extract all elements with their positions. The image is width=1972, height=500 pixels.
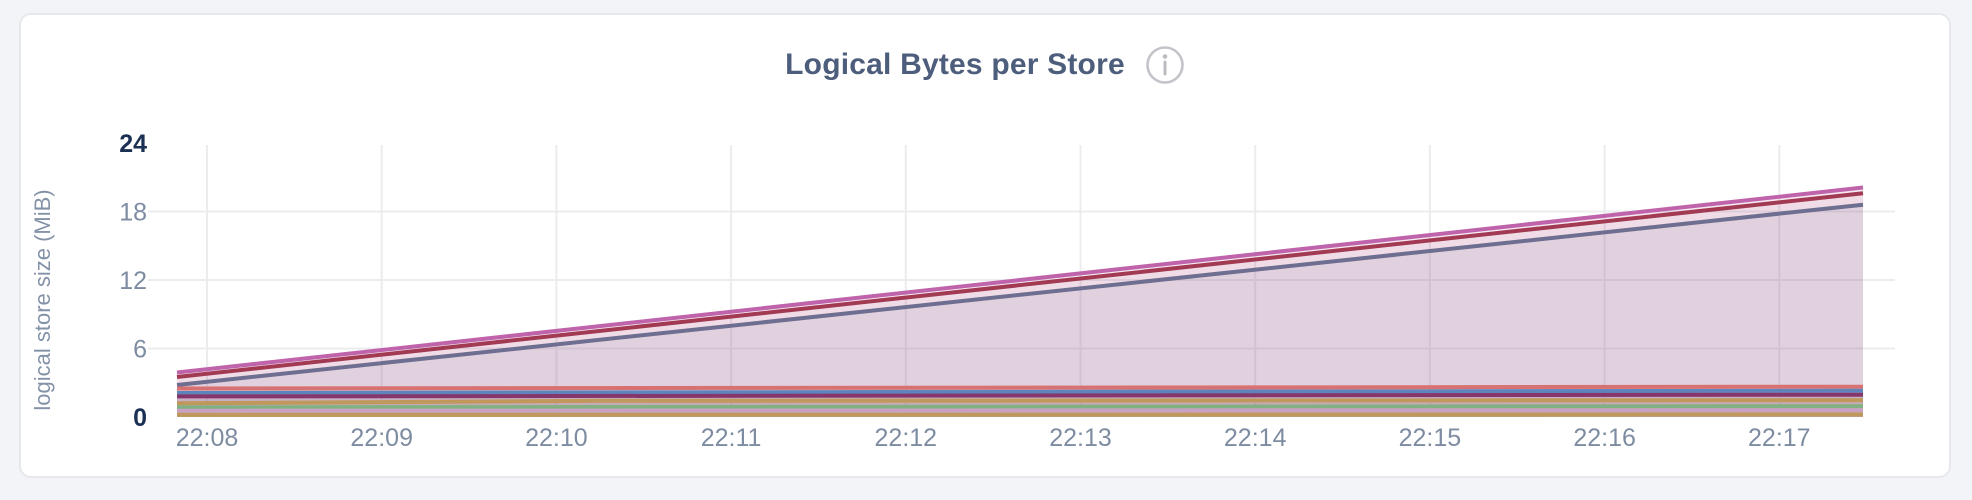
x-tick-label: 22:09: [350, 424, 413, 452]
x-tick-label: 22:12: [875, 424, 938, 452]
series-line: [176, 398, 1864, 406]
x-tick-label: 22:10: [525, 424, 588, 452]
series-line: [176, 384, 1864, 391]
x-tick-label: 22:15: [1399, 424, 1462, 452]
series-line: [176, 408, 1864, 413]
x-tick-label: 22:08: [176, 424, 239, 452]
chart-title: Logical Bytes per Store: [785, 48, 1125, 81]
y-tick-label: 0: [133, 404, 147, 432]
series-lines: [176, 185, 1864, 417]
series-line: [176, 202, 1864, 387]
series-area: [177, 187, 1863, 417]
y-axis-title: logical store size (MiB): [30, 189, 55, 410]
y-tick-label: 24: [119, 130, 147, 158]
x-tick-labels: 22:08 22:09 22:10 22:11 22:12 22:13 22:14 22:15…: [176, 424, 1811, 452]
y-tick-label: 12: [119, 267, 147, 295]
y-tick-label: 18: [119, 199, 147, 227]
info-icon[interactable]: [1145, 45, 1185, 85]
series-area: [177, 204, 1863, 417]
chart-header: Logical Bytes per Store: [21, 45, 1949, 85]
series-line: [176, 191, 1864, 379]
y-tick-label: 6: [133, 336, 147, 364]
series-line: [176, 392, 1864, 399]
x-tick-label: 22:11: [701, 424, 762, 452]
x-tick-label: 22:14: [1224, 424, 1287, 452]
y-tick-labels: 0 6 12 18 24: [119, 130, 147, 432]
series-line: [176, 404, 1864, 410]
series-line: [176, 185, 1864, 375]
series-line: [176, 388, 1864, 395]
x-tick-label: 22:17: [1748, 424, 1811, 452]
x-tick-label: 22:13: [1049, 424, 1112, 452]
x-tick-label: 22:16: [1573, 424, 1636, 452]
